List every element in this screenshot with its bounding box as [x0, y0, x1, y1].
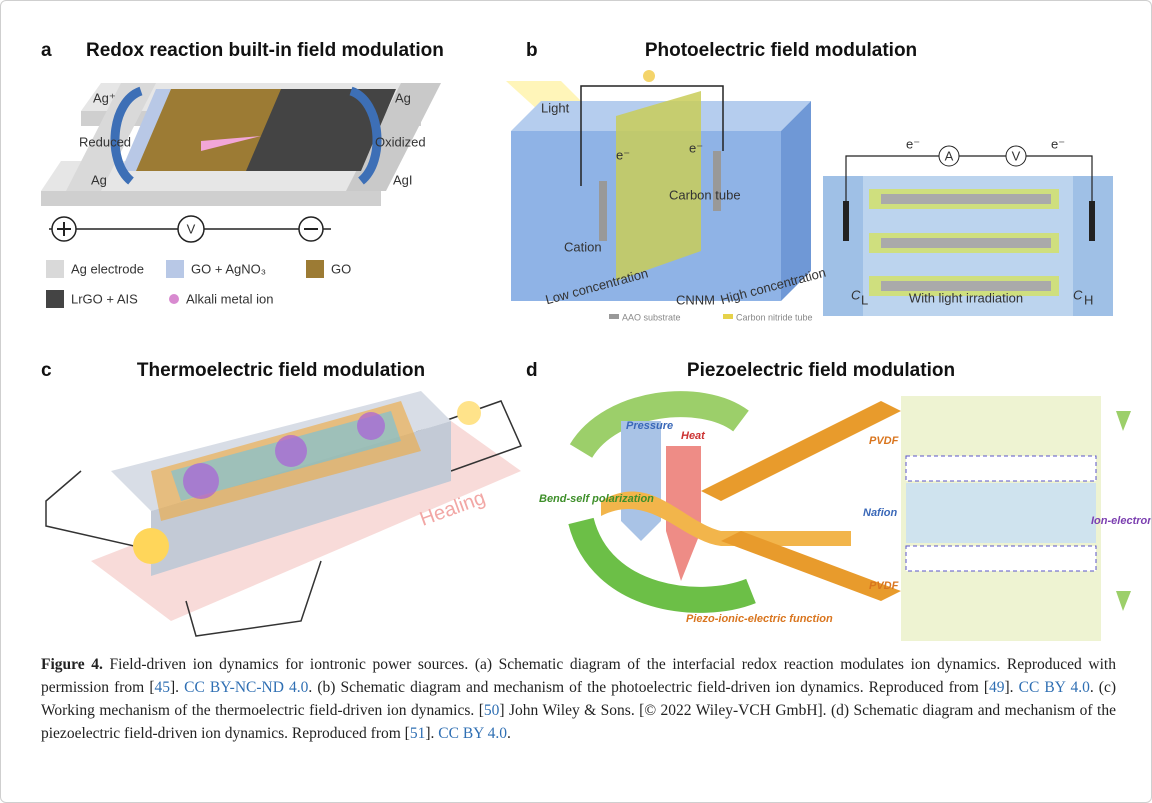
caption-link[interactable]: 45	[154, 679, 170, 696]
legend-label: Ag electrode	[71, 261, 144, 276]
legend-label: LrGO + AIS	[71, 291, 138, 306]
caption-label: Figure 4.	[41, 656, 103, 673]
caption-text: .	[507, 725, 511, 742]
caption-link[interactable]: 51	[410, 725, 426, 742]
diagram-label: CNNM	[676, 292, 715, 307]
diagram-label: e⁻	[689, 140, 703, 155]
legend-label: Alkali metal ion	[186, 291, 273, 306]
diagram-label: Carbon tube	[669, 187, 741, 202]
diagram-label: C	[1073, 287, 1083, 302]
panel-title: Thermoelectric field modulation	[137, 360, 425, 381]
panel-letter: b	[526, 40, 538, 61]
caption-text: ].	[425, 725, 438, 742]
caption-link[interactable]: CC BY 4.0	[1019, 679, 1090, 696]
panel-letter: c	[41, 360, 52, 381]
caption-text: ].	[170, 679, 184, 696]
diagram-label: Reduced	[79, 134, 131, 149]
legend-label: Carbon nitride tube	[736, 312, 813, 322]
diagram-label: Ion-electron interfaces	[1091, 515, 1151, 527]
diagram-label: PVDF	[869, 580, 899, 592]
diagram-label: With light irradiation	[909, 290, 1023, 305]
diagram-label: Nafion	[863, 507, 898, 519]
panel-letter: d	[526, 360, 538, 381]
panel-letter: a	[41, 40, 52, 61]
diagram-label: Heat	[681, 430, 706, 442]
diagram-label: Ag	[91, 172, 107, 187]
figure-caption: Figure 4. Field-driven ion dynamics for …	[41, 653, 1116, 745]
diagram-label: Ag	[395, 90, 411, 105]
diagram-label: Oxidized	[375, 134, 426, 149]
diagram-label: e⁻	[906, 136, 920, 151]
diagram-label: A	[945, 148, 954, 163]
diagram-label: Light	[541, 100, 570, 115]
figure-page: a Redox reaction built-in field modulati…	[0, 0, 1152, 803]
diagram-label: L	[861, 292, 868, 307]
panel-title: Redox reaction built-in field modulation	[86, 40, 444, 61]
legend-label: GO + AgNO₃	[191, 261, 266, 276]
diagram-label: V	[1012, 148, 1021, 163]
caption-link[interactable]: CC BY 4.0	[438, 725, 507, 742]
caption-link[interactable]: 50	[484, 702, 500, 719]
diagram-label: C	[851, 287, 861, 302]
diagram-label: H	[1084, 292, 1093, 307]
diagram-label: Piezo-ionic-electric function	[686, 613, 833, 625]
panel-title: Piezoelectric field modulation	[687, 360, 955, 381]
diagram-label: e⁻	[1051, 136, 1065, 151]
caption-link[interactable]: CC BY-NC-ND 4.0	[184, 679, 308, 696]
legend-label: AAO substrate	[622, 312, 681, 322]
diagram-label: AgI	[393, 172, 413, 187]
panel-d-illustration	[581, 396, 1131, 641]
diagram-label: Bend-self polarization	[539, 493, 654, 505]
diagram-label: Pressure	[626, 420, 673, 432]
caption-text: . (b) Schematic diagram and mechanism of…	[308, 679, 989, 696]
diagram-label: Cation	[564, 239, 602, 254]
diagram-label: PVDF	[869, 435, 899, 447]
figure: a Redox reaction built-in field modulati…	[1, 1, 1151, 651]
diagram-label: V	[187, 221, 196, 236]
caption-text: ].	[1005, 679, 1019, 696]
panel-title: Photoelectric field modulation	[645, 40, 917, 61]
diagram-label: e⁻	[616, 147, 630, 162]
caption-link[interactable]: 49	[989, 679, 1005, 696]
diagram-label: Ag⁺	[93, 90, 116, 105]
legend-label: GO	[331, 261, 351, 276]
